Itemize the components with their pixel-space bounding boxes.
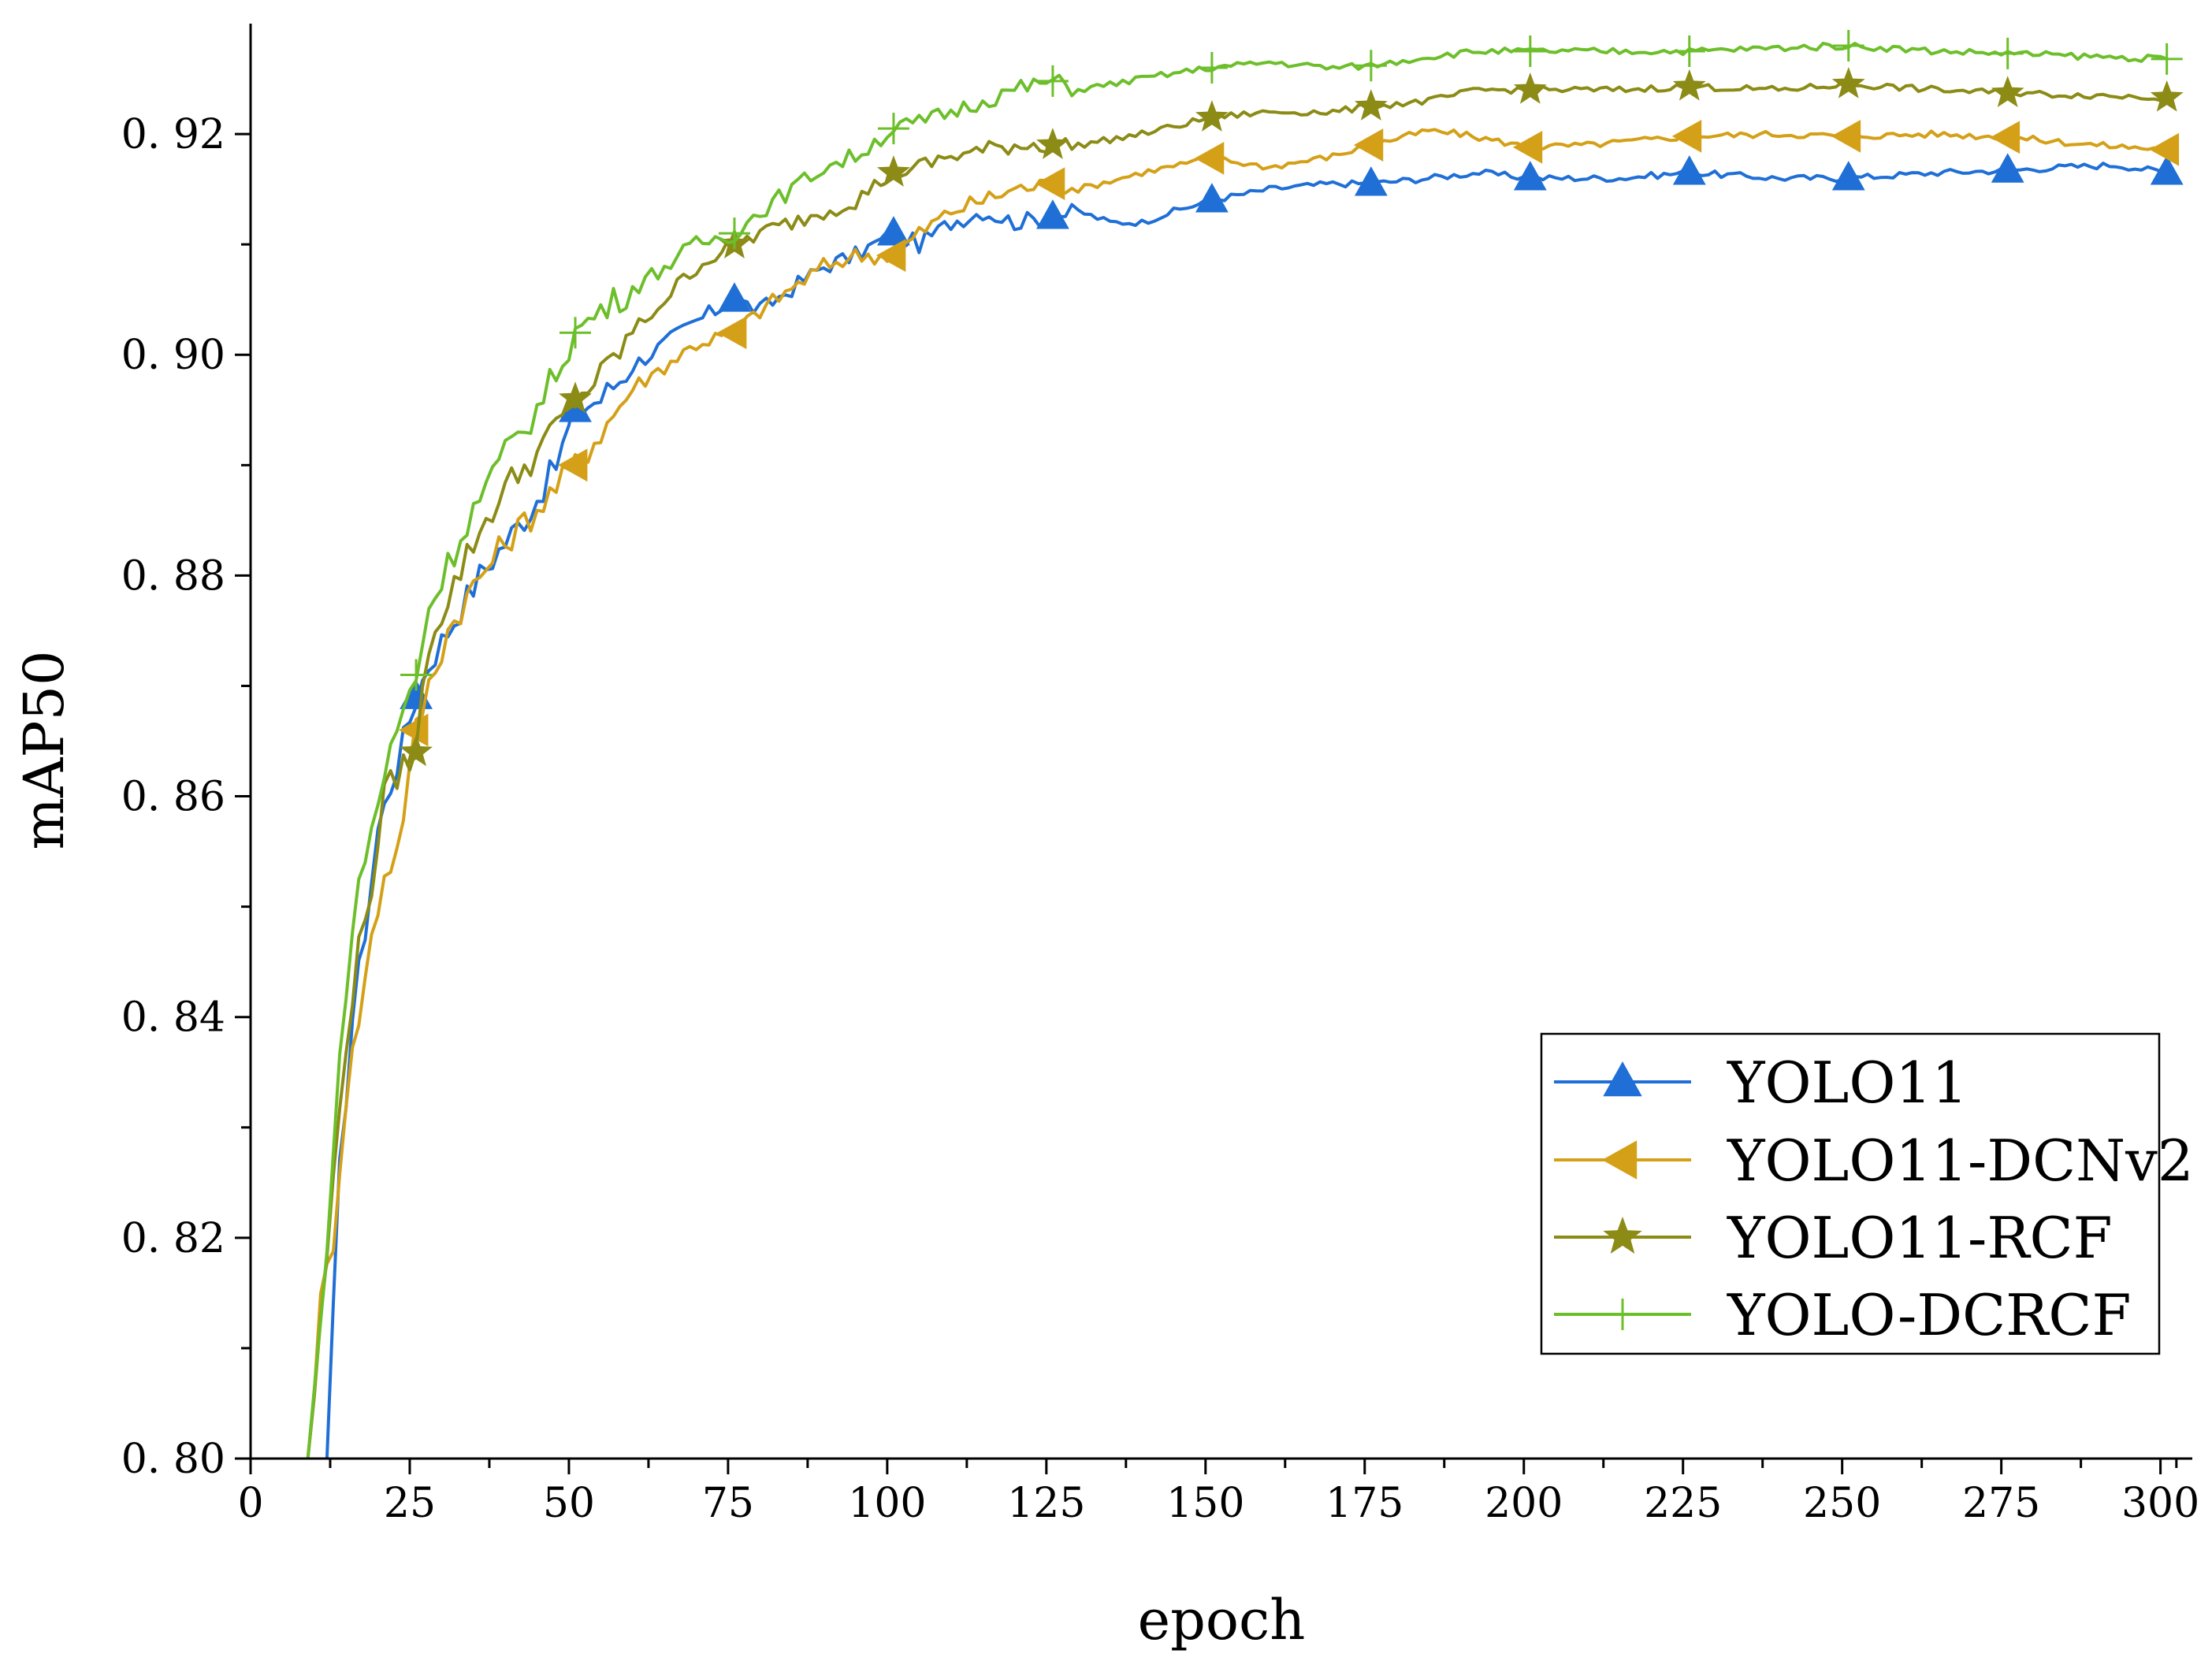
legend-marker (1607, 1299, 1638, 1330)
data-point-marker (1194, 141, 1225, 175)
data-point-marker (1195, 183, 1229, 213)
data-point-marker (1036, 128, 1069, 159)
data-point-marker (1672, 155, 1706, 185)
data-point-marker (559, 381, 592, 414)
series-YOLO11 (325, 153, 2184, 1459)
legend-marker (1603, 1061, 1642, 1097)
y-tick-label: 0. 88 (121, 552, 225, 600)
data-point-marker (1195, 52, 1228, 84)
legend-item: YOLO11-RCF (1554, 1205, 2113, 1271)
data-point-marker (1831, 161, 1865, 191)
legend-label: YOLO11-RCF (1727, 1205, 2113, 1271)
series-line (325, 162, 2168, 1459)
data-point-marker (2150, 155, 2184, 185)
y-tick-label: 0. 90 (121, 332, 225, 379)
data-point-marker (2151, 43, 2183, 75)
y-tick-label: 0. 82 (121, 1215, 225, 1262)
legend-box (1540, 1032, 2161, 1355)
legend-marker (1603, 1217, 1642, 1254)
data-point-marker (876, 239, 906, 273)
series-layer (306, 30, 2184, 1459)
x-tick-label: 100 (848, 1480, 926, 1527)
data-point-marker (1353, 128, 1384, 162)
legend-item: YOLO-DCRCF (1554, 1282, 2131, 1348)
x-tick-label: 25 (384, 1480, 436, 1527)
x-tick-label: 125 (1007, 1480, 1085, 1527)
data-point-marker (1513, 161, 1547, 191)
y-tick-label: 0. 84 (121, 994, 225, 1042)
data-point-marker (1035, 167, 1065, 201)
data-point-marker (1831, 67, 1865, 98)
x-tick-label: 50 (543, 1480, 595, 1527)
series-YOLO-DCRCF (306, 30, 2183, 1459)
x-tick-label: 200 (1485, 1480, 1563, 1527)
data-point-marker (1036, 199, 1069, 229)
data-point-marker (1355, 50, 1387, 82)
data-point-marker (1991, 37, 2024, 69)
data-point-marker (560, 317, 592, 349)
data-point-marker (400, 734, 433, 767)
data-point-marker (718, 217, 750, 250)
data-point-marker (1512, 130, 1543, 164)
data-point-marker (1514, 35, 1546, 68)
x-axis-title: epoch (1138, 1588, 1306, 1652)
legend-label: YOLO-DCRCF (1727, 1282, 2131, 1348)
data-point-marker (877, 216, 910, 246)
data-point-marker (1513, 72, 1547, 104)
data-point-marker (1991, 153, 2024, 183)
data-point-marker (1195, 100, 1229, 132)
data-point-marker (399, 713, 429, 747)
data-point-marker (1671, 119, 1702, 153)
legend-label: YOLO11-DCNv2 (1727, 1128, 2194, 1194)
data-point-marker (1036, 65, 1069, 97)
series-YOLO11-RCF (306, 67, 2184, 1459)
data-point-marker (1673, 35, 1705, 68)
data-point-marker (1672, 69, 1706, 101)
x-tick-label: 275 (1962, 1480, 2040, 1527)
series-line (306, 80, 2168, 1459)
data-point-marker (2149, 132, 2180, 166)
data-point-marker (1832, 30, 1864, 62)
axes-layer: 0 25 50 75 100 125 150 175 200 225 250 275 300 0. 80 0… (121, 24, 2199, 1527)
x-tick-label: 225 (1644, 1480, 1722, 1527)
data-point-marker (718, 282, 751, 312)
data-point-marker (877, 155, 910, 187)
y-tick-label: 0. 86 (121, 774, 225, 821)
y-tick-label: 0. 80 (121, 1436, 225, 1483)
x-tick-label: 0 (237, 1480, 263, 1527)
legend-item: YOLO11 (1554, 1050, 1968, 1116)
data-point-marker (877, 113, 909, 145)
y-axis-title: mAP50 (12, 650, 76, 849)
legend-item: YOLO11-DCNv2 (1554, 1128, 2194, 1194)
data-point-marker (1831, 119, 1861, 153)
data-point-marker (2150, 80, 2184, 112)
data-point-marker (1991, 76, 2024, 107)
x-tick-label: 150 (1166, 1480, 1244, 1527)
series-YOLO11-DCNv2 (306, 119, 2180, 1459)
legend-marker (1602, 1140, 1638, 1180)
data-point-marker (1354, 89, 1388, 121)
data-point-marker (1354, 166, 1388, 196)
data-point-marker (716, 316, 747, 350)
series-line (306, 42, 2168, 1459)
data-point-marker (400, 659, 433, 691)
x-tick-label: 75 (702, 1480, 754, 1527)
x-tick-label: 250 (1803, 1480, 1881, 1527)
legend: YOLO11 YOLO11-DCNv2 YOLO11-RCF YOLO-DCRCF (1540, 1032, 2194, 1355)
x-tick-label: 300 (2121, 1480, 2199, 1527)
y-tick-label: 0. 92 (121, 111, 225, 158)
data-point-marker (1990, 121, 2021, 154)
data-point-marker (558, 448, 588, 482)
legend-label: YOLO11 (1727, 1050, 1968, 1116)
x-tick-label: 175 (1325, 1480, 1403, 1527)
